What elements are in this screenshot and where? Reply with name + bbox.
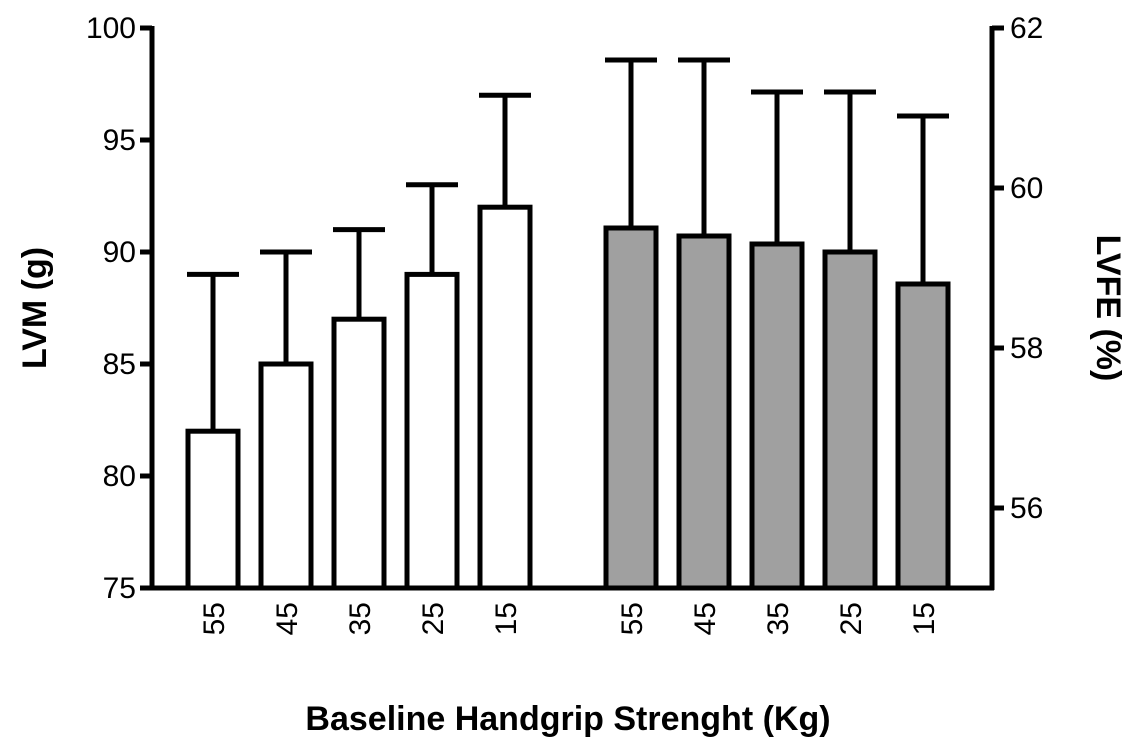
x-axis-ticks: 55 45 35 25 15 55 45 35 25 15 (198, 602, 941, 635)
x-tick-label: 25 (835, 602, 868, 635)
bar (895, 281, 951, 591)
left-tick-label: 95 (103, 124, 136, 157)
x-tick-label: 45 (689, 602, 722, 635)
bar (404, 271, 460, 591)
y-axis-left-title: LVM (g) (16, 247, 54, 369)
x-tick-label: 55 (616, 602, 649, 635)
bar (749, 241, 805, 591)
bar (603, 225, 659, 591)
left-tick-label: 80 (103, 460, 136, 493)
left-tick-label: 90 (103, 236, 136, 269)
left-tick-label: 75 (103, 572, 136, 605)
right-tick-label: 58 (1010, 332, 1043, 365)
x-tick-label: 55 (198, 602, 231, 635)
x-tick-label: 35 (762, 602, 795, 635)
right-tick-label: 60 (1010, 172, 1043, 205)
bar (676, 233, 732, 591)
x-tick-label: 25 (417, 602, 450, 635)
left-tick-label: 100 (86, 12, 136, 45)
right-axis-ticks: 56 58 60 62 (992, 12, 1043, 525)
left-axis-ticks: 75 80 85 90 95 100 (86, 12, 152, 605)
right-tick-label: 56 (1010, 492, 1043, 525)
left-tick-label: 85 (103, 348, 136, 381)
bars (185, 57, 951, 591)
x-tick-label: 45 (271, 602, 304, 635)
bar (258, 361, 314, 591)
x-axis-title: Baseline Handgrip Strenght (Kg) (305, 700, 830, 738)
bar (185, 428, 241, 591)
x-tick-label: 15 (908, 602, 941, 635)
bar (331, 316, 387, 591)
x-tick-label: 15 (490, 602, 523, 635)
y-axis-right-title: LVFE (%) (1089, 235, 1127, 382)
right-tick-label: 62 (1010, 12, 1043, 45)
bar (477, 204, 533, 591)
bar (822, 249, 878, 591)
x-tick-label: 35 (344, 602, 377, 635)
